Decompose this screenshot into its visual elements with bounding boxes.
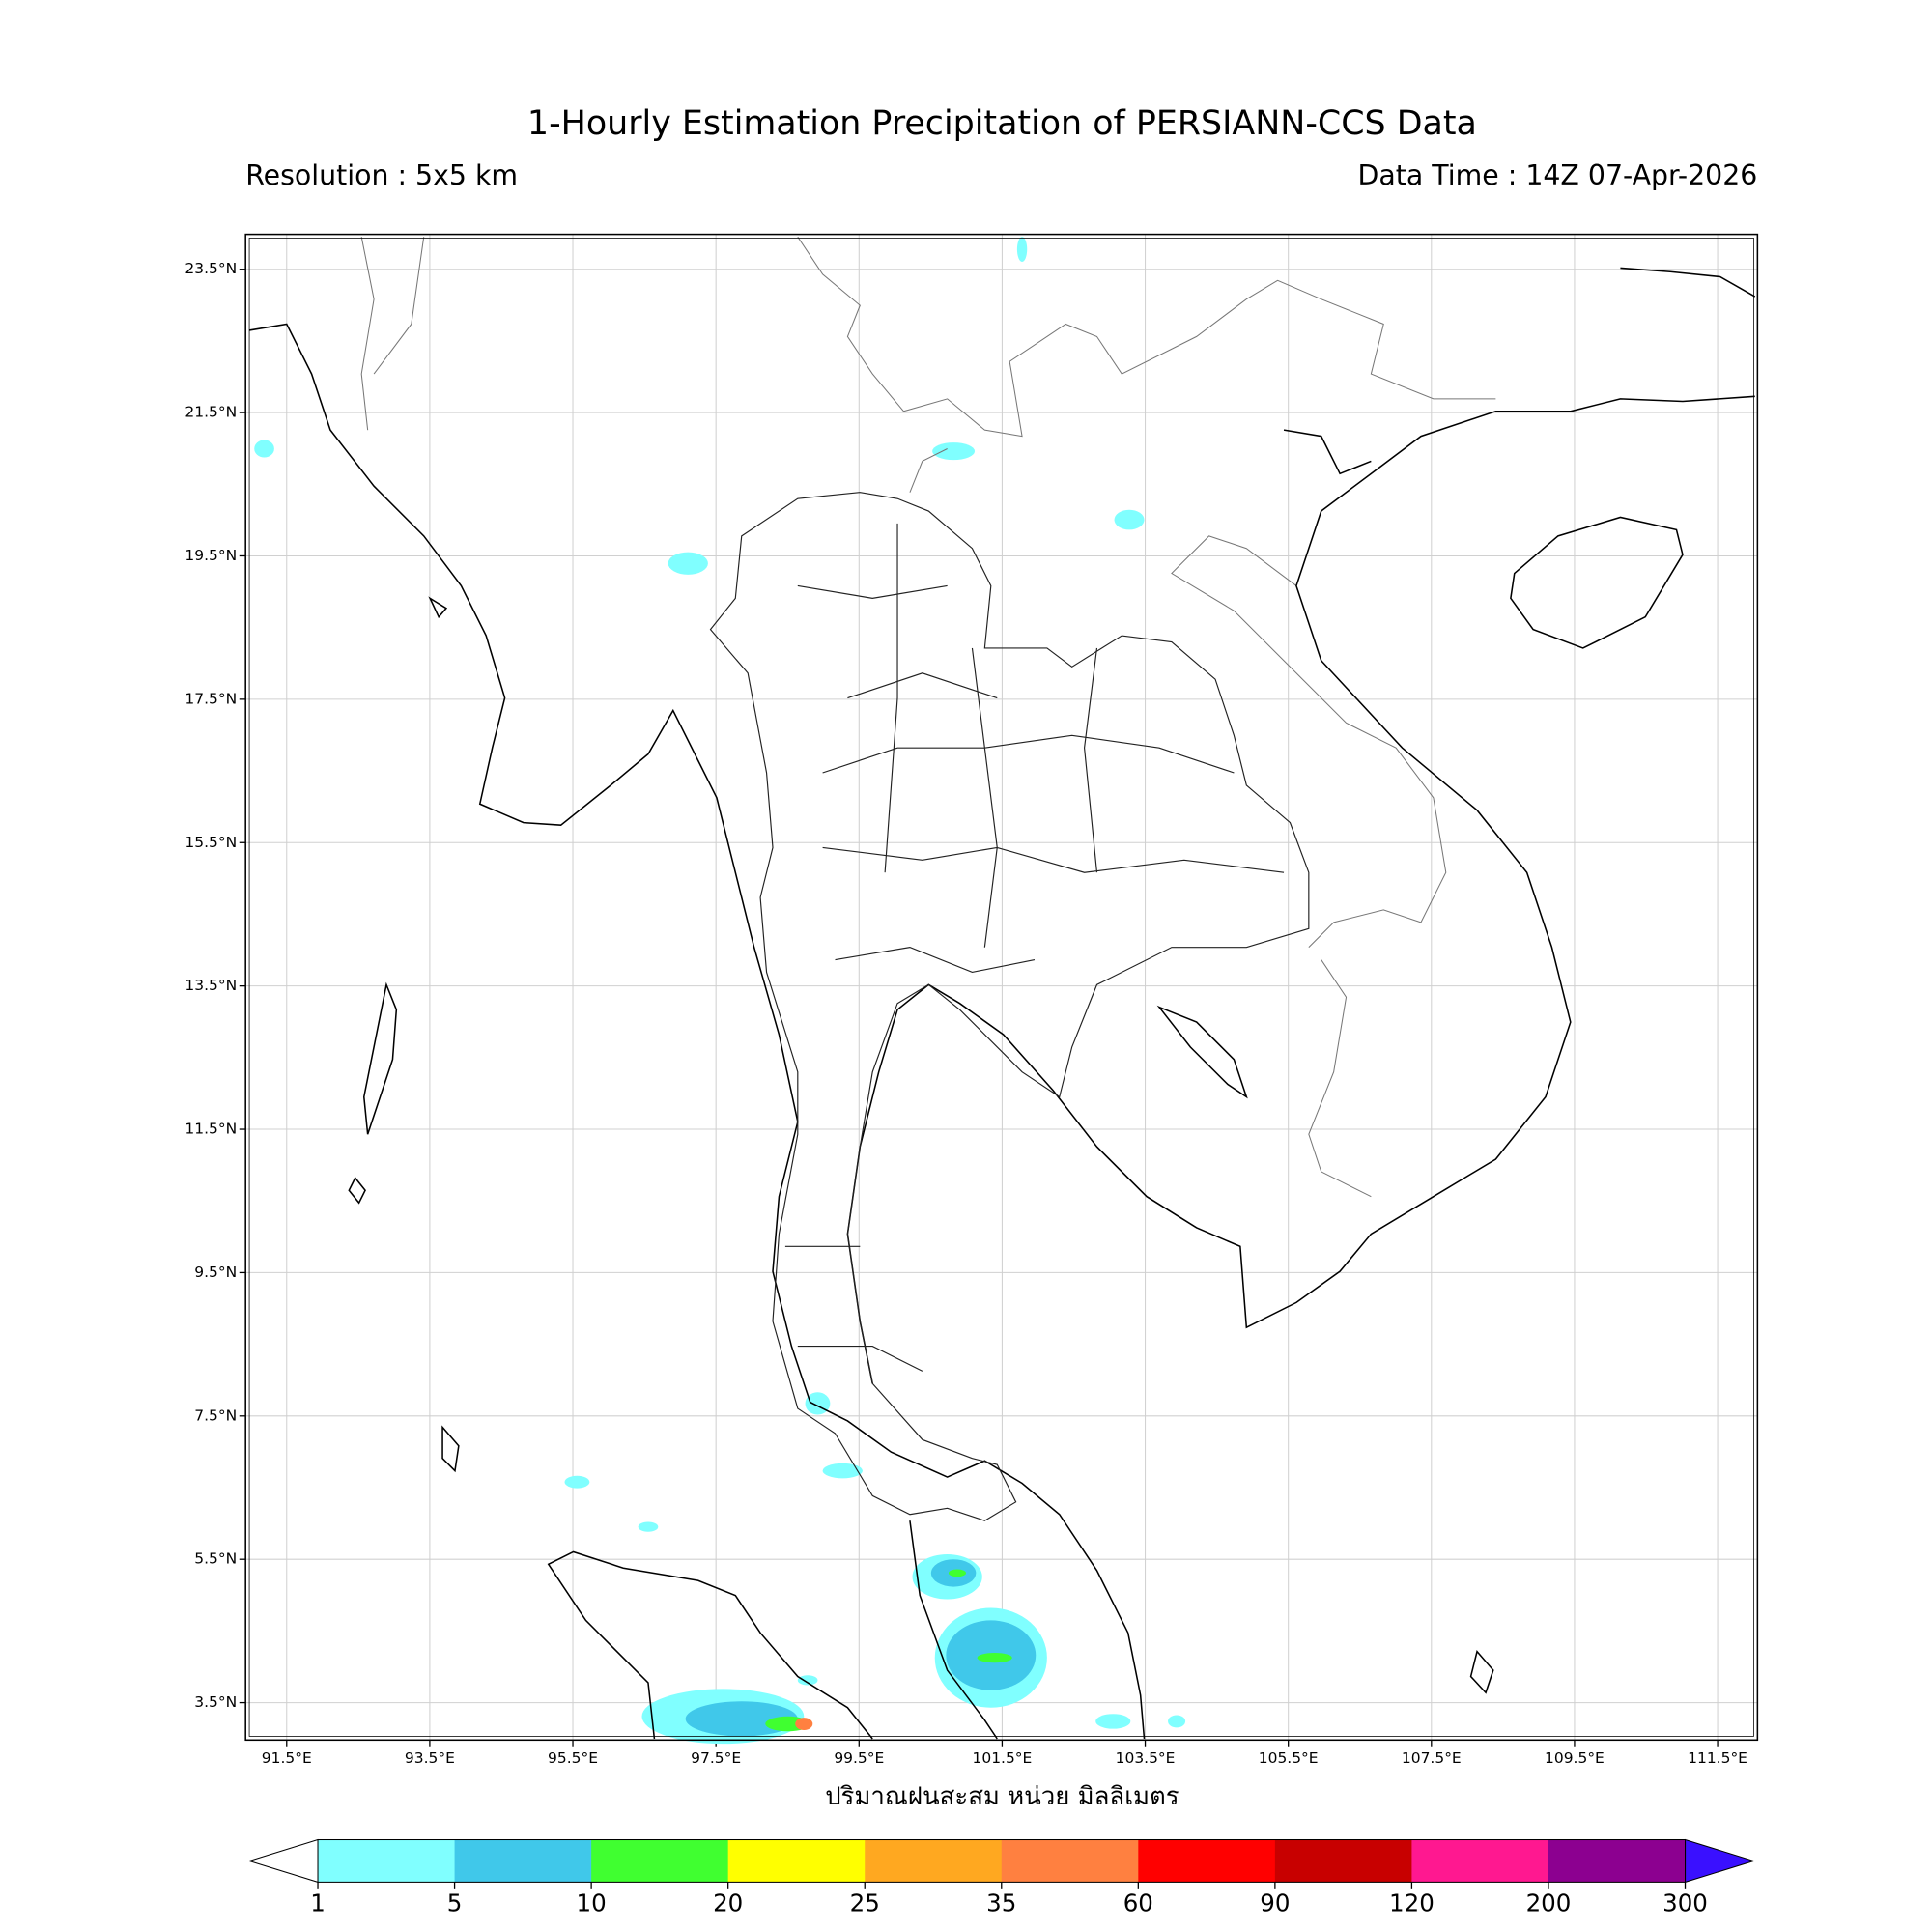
colorbar-label: 1 — [310, 1889, 326, 1918]
colorbar-segment — [865, 1839, 1003, 1883]
colorbar-label: 25 — [850, 1889, 880, 1918]
x-axis-label: ปริมาณฝนสะสม หน่วย มิลลิเมตร — [825, 1782, 1179, 1811]
lat-label: 13.5°N — [185, 977, 237, 994]
colorbar-segment — [1411, 1839, 1549, 1883]
lon-label: 107.5°E — [1402, 1749, 1462, 1767]
lon-label: 91.5°E — [262, 1749, 312, 1767]
lon-label: 97.5°E — [691, 1749, 741, 1767]
map-frame — [244, 233, 1759, 1742]
colorbar-label: 60 — [1123, 1889, 1153, 1918]
lon-label: 109.5°E — [1545, 1749, 1605, 1767]
colorbar-label: 120 — [1389, 1889, 1435, 1918]
lon-label: 101.5°E — [973, 1749, 1033, 1767]
colorbar-label: 300 — [1662, 1889, 1708, 1918]
data-time: Data Time : 14Z 07-Apr-2026 — [1358, 159, 1758, 191]
colorbar-segment — [454, 1839, 592, 1883]
lon-label: 103.5°E — [1116, 1749, 1176, 1767]
colorbar-segment — [1138, 1839, 1276, 1883]
lon-label: 111.5°E — [1688, 1749, 1747, 1767]
lat-label: 3.5°N — [194, 1693, 237, 1711]
colorbar-segment — [1548, 1839, 1687, 1883]
lon-label: 93.5°E — [405, 1749, 455, 1767]
thailand-provinces — [709, 492, 1310, 1521]
lon-label: 99.5°E — [834, 1749, 884, 1767]
colorbar-segment — [318, 1839, 456, 1883]
lat-label: 15.5°N — [185, 834, 237, 851]
lat-label: 17.5°N — [185, 690, 237, 707]
rain-areas — [254, 237, 1186, 1745]
colorbar-label: 20 — [713, 1889, 743, 1918]
colorbar-label: 35 — [986, 1889, 1016, 1918]
grid: 91.5°E 93.5°E 95.5°E 97.5°E 99.5°E 101.5°E 103… — [185, 234, 1758, 1767]
lon-label: 95.5°E — [548, 1749, 598, 1767]
lat-label: 21.5°N — [185, 404, 237, 421]
colorbar-label: 5 — [447, 1889, 463, 1918]
lat-label: 23.5°N — [185, 260, 237, 277]
colorbar-segment — [1274, 1839, 1413, 1883]
colorbar-segment — [591, 1839, 729, 1883]
colorbar-segment — [1001, 1839, 1139, 1883]
lon-label: 105.5°E — [1259, 1749, 1319, 1767]
lat-label: 9.5°N — [194, 1264, 237, 1281]
colorbar-segment — [727, 1839, 866, 1883]
coastlines — [248, 267, 1756, 1740]
colorbar-label: 90 — [1260, 1889, 1290, 1918]
map-frame-inner — [248, 238, 1754, 1737]
lat-label: 7.5°N — [194, 1406, 237, 1424]
colorbar: 1 5 10 20 25 35 60 90 120 200 300 — [247, 1838, 1756, 1918]
title: 1-Hourly Estimation Precipitation of PER… — [527, 104, 1477, 143]
colorbar-label: 200 — [1526, 1889, 1572, 1918]
lat-label: 5.5°N — [194, 1550, 237, 1568]
colorbar-label: 10 — [577, 1889, 607, 1918]
resolution: Resolution : 5x5 km — [245, 159, 518, 191]
borders — [360, 236, 1496, 1198]
lat-label: 19.5°N — [185, 547, 237, 564]
lat-label: 11.5°N — [185, 1121, 237, 1138]
